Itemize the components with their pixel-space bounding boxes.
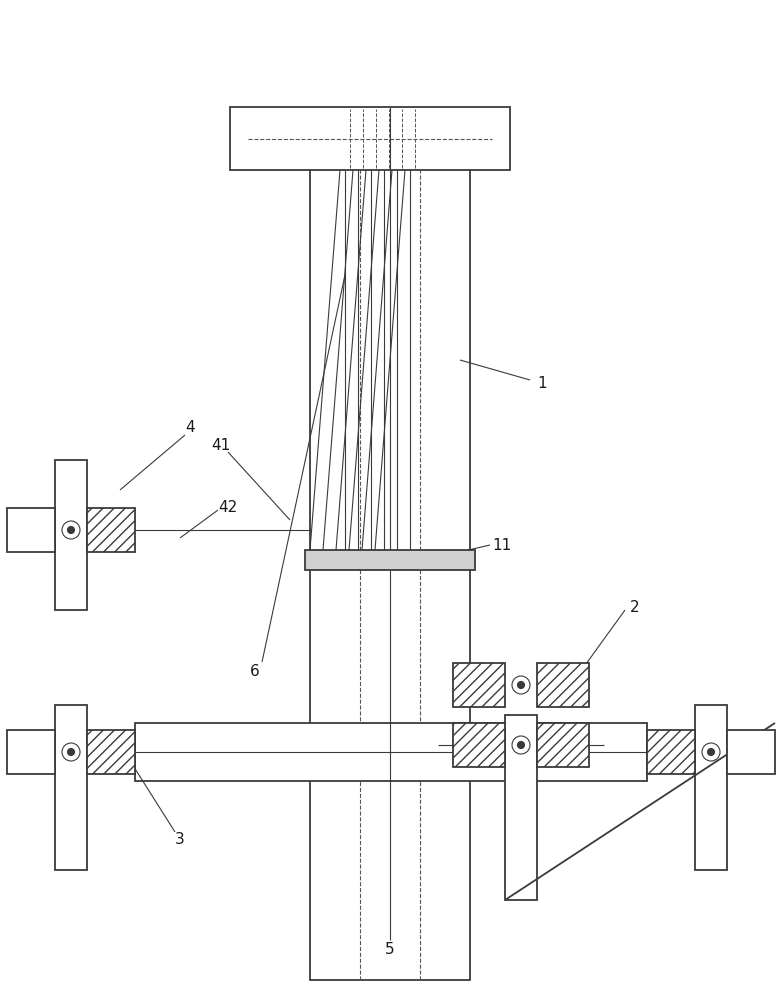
Bar bbox=[230, 107, 510, 170]
Bar bbox=[727, 730, 775, 774]
Bar bbox=[537, 663, 589, 707]
Bar bbox=[7, 508, 55, 552]
Bar bbox=[305, 550, 475, 570]
Bar bbox=[695, 705, 727, 870]
Circle shape bbox=[518, 682, 525, 688]
Text: 1: 1 bbox=[537, 375, 547, 390]
Bar bbox=[310, 130, 470, 980]
Bar bbox=[505, 715, 537, 900]
Bar bbox=[87, 730, 135, 774]
Circle shape bbox=[518, 742, 525, 748]
Circle shape bbox=[67, 748, 74, 756]
Bar bbox=[453, 723, 505, 767]
Text: 42: 42 bbox=[218, 500, 237, 516]
Circle shape bbox=[67, 526, 74, 534]
Text: 11: 11 bbox=[493, 538, 511, 552]
Bar bbox=[453, 663, 505, 707]
Bar bbox=[55, 460, 87, 610]
Text: 41: 41 bbox=[211, 438, 231, 454]
Text: 3: 3 bbox=[175, 832, 185, 848]
Bar bbox=[647, 730, 695, 774]
Circle shape bbox=[708, 748, 715, 756]
Text: 4: 4 bbox=[186, 420, 195, 436]
Text: 6: 6 bbox=[250, 664, 260, 680]
Bar bbox=[87, 508, 135, 552]
Bar bbox=[55, 705, 87, 870]
Bar bbox=[135, 723, 647, 781]
Bar bbox=[7, 730, 55, 774]
Text: 5: 5 bbox=[385, 942, 395, 958]
Text: 2: 2 bbox=[630, 599, 640, 614]
Bar bbox=[537, 723, 589, 767]
